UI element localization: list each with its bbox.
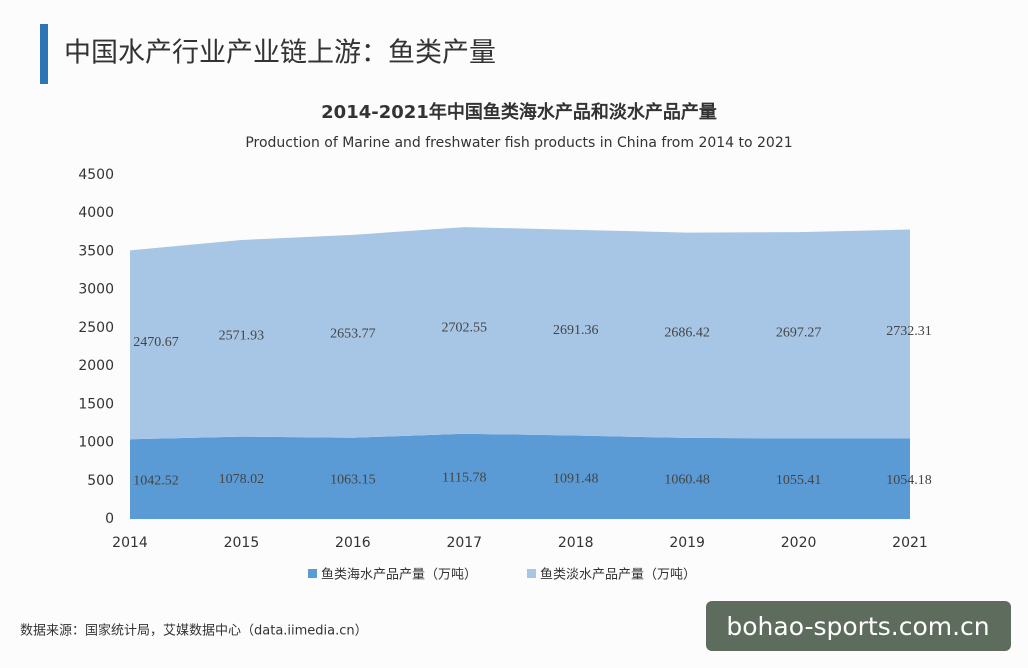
legend-swatch bbox=[308, 569, 317, 578]
source: 数据来源：国家统计局，艾媒数据中心（data.iimedia.cn） bbox=[20, 623, 368, 639]
y-tick-label: 4500 bbox=[78, 167, 114, 183]
x-tick-label: 2017 bbox=[446, 535, 482, 551]
value-label: 2653.77 bbox=[330, 327, 376, 342]
value-label: 2691.36 bbox=[553, 323, 599, 338]
y-tick-label: 4000 bbox=[78, 205, 114, 221]
watermark-box bbox=[706, 601, 1011, 651]
legend-label: 鱼类海水产品产量（万吨） bbox=[321, 567, 477, 583]
y-tick-label: 2500 bbox=[78, 320, 114, 336]
value-label: 2686.42 bbox=[664, 325, 710, 340]
legend-swatch bbox=[527, 569, 536, 578]
x-tick-label: 2014 bbox=[112, 535, 148, 551]
value-label: 2702.55 bbox=[442, 321, 488, 336]
x-tick-label: 2020 bbox=[781, 535, 817, 551]
y-tick-label: 3500 bbox=[78, 243, 114, 259]
value-label: 2470.67 bbox=[133, 335, 179, 350]
value-label: 1078.02 bbox=[219, 472, 265, 487]
y-tick-label: 2000 bbox=[78, 358, 114, 374]
x-tick-label: 2021 bbox=[892, 535, 928, 551]
watermark: bohao-sports.com.cn bbox=[726, 612, 989, 641]
chart-subtitle: Production of Marine and freshwater fish… bbox=[245, 135, 792, 151]
y-tick-label: 500 bbox=[87, 473, 114, 489]
value-label: 1060.48 bbox=[664, 473, 710, 488]
x-tick-label: 2015 bbox=[224, 535, 260, 551]
x-tick-label: 2018 bbox=[558, 535, 594, 551]
page-title: 中国水产行业产业链上游：鱼类产量 bbox=[64, 38, 496, 69]
value-label: 2732.31 bbox=[886, 324, 932, 339]
value-label: 1042.52 bbox=[133, 473, 179, 488]
value-label: 1054.18 bbox=[886, 473, 932, 488]
y-tick-label: 3000 bbox=[78, 282, 114, 298]
title-bar bbox=[40, 24, 48, 84]
value-label: 2697.27 bbox=[776, 325, 822, 340]
value-label: 1115.78 bbox=[442, 471, 486, 486]
value-label: 1091.48 bbox=[553, 471, 599, 486]
legend-label: 鱼类淡水产品产量（万吨） bbox=[540, 567, 696, 583]
x-tick-label: 2019 bbox=[669, 535, 705, 551]
value-label: 1063.15 bbox=[330, 473, 376, 488]
x-tick-label: 2016 bbox=[335, 535, 371, 551]
value-label: 2571.93 bbox=[219, 329, 265, 344]
value-label: 1055.41 bbox=[776, 473, 822, 488]
y-tick-label: 0 bbox=[105, 511, 114, 527]
area bbox=[130, 227, 910, 440]
chart-title: 2014-2021年中国鱼类海水产品和淡水产品产量 bbox=[321, 101, 717, 123]
y-tick-label: 1500 bbox=[78, 396, 114, 412]
y-tick-label: 1000 bbox=[78, 435, 114, 451]
area bbox=[130, 433, 910, 519]
